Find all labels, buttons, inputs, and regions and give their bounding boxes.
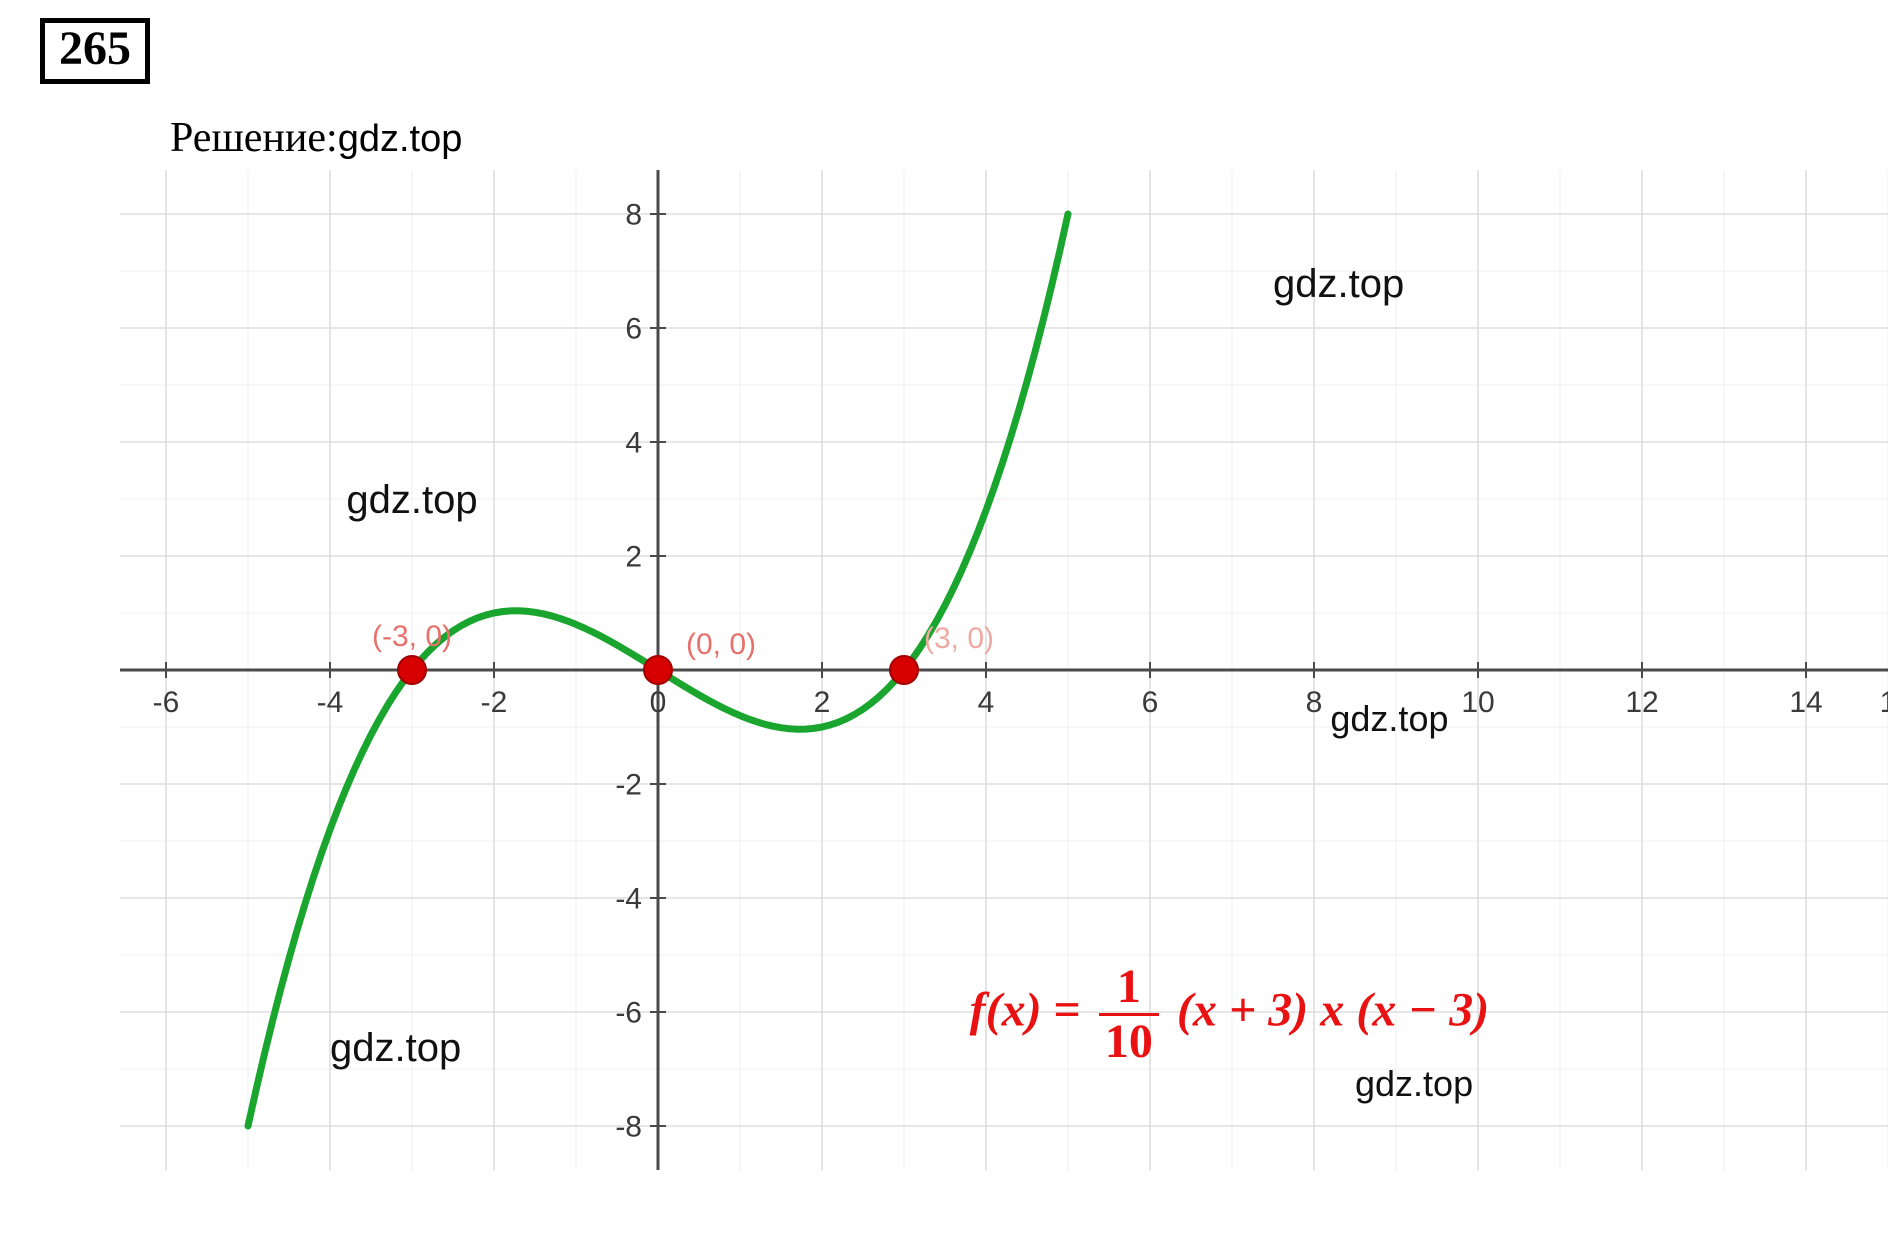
y-tick-label: 8 [625,199,642,232]
solution-line: Решение:gdz.top [170,114,1848,162]
root-marker [644,656,672,684]
y-tick-label: -4 [615,883,642,916]
root-marker [890,656,918,684]
formula-lhs: f(x) [970,984,1042,1037]
point-label: (0, 0) [686,628,756,662]
problem-number: 265 [40,18,150,84]
y-tick-label: -8 [615,1111,642,1144]
formula-fraction: 110 [1099,963,1159,1066]
y-tick-label: 4 [625,427,642,460]
watermark-text: gdz.top [346,478,477,523]
x-tick-label: -4 [317,686,344,719]
point-label: (-3, 0) [372,620,452,654]
x-tick-label: 0 [650,686,667,719]
function-formula: f(x) = 110 (x + 3) x (x − 3) [970,963,1490,1066]
x-tick-label: 12 [1625,686,1658,719]
x-tick-label: -6 [153,686,180,719]
watermark-text: gdz.top [1330,698,1448,740]
root-marker [398,656,426,684]
x-tick-label: 6 [1142,686,1159,719]
chart-container: -6 -4 -2 0 2 4 6 8 10 12 14 1 8 6 4 2 -2 -4 -6 -8 (-3, 0) (0… [120,170,1888,1170]
y-tick-label: -6 [615,997,642,1030]
y-tick-label: 2 [625,541,642,574]
y-tick-label: 6 [625,313,642,346]
watermark-text: gdz.top [1273,262,1404,307]
x-tick-label: 8 [1306,686,1323,719]
formula-factors: (x + 3) x (x − 3) [1165,984,1489,1037]
formula-eq: = [1042,984,1093,1037]
x-tick-label: 4 [978,686,995,719]
point-label: (3, 0) [924,622,994,656]
x-tick-label: 14 [1789,686,1822,719]
fraction-denominator: 10 [1099,1016,1159,1066]
watermark-text: gdz.top [330,1026,461,1071]
x-tick-label: -2 [481,686,508,719]
x-tick-label: 2 [814,686,831,719]
y-tick-label: -2 [615,769,642,802]
x-tick-label: 10 [1461,686,1494,719]
solution-label: Решение: [170,115,338,161]
watermark-text: gdz.top [1355,1063,1473,1105]
fraction-numerator: 1 [1099,963,1159,1016]
x-tick-label: 1 [1880,686,1888,719]
solution-extra-text: gdz.top [338,118,463,160]
